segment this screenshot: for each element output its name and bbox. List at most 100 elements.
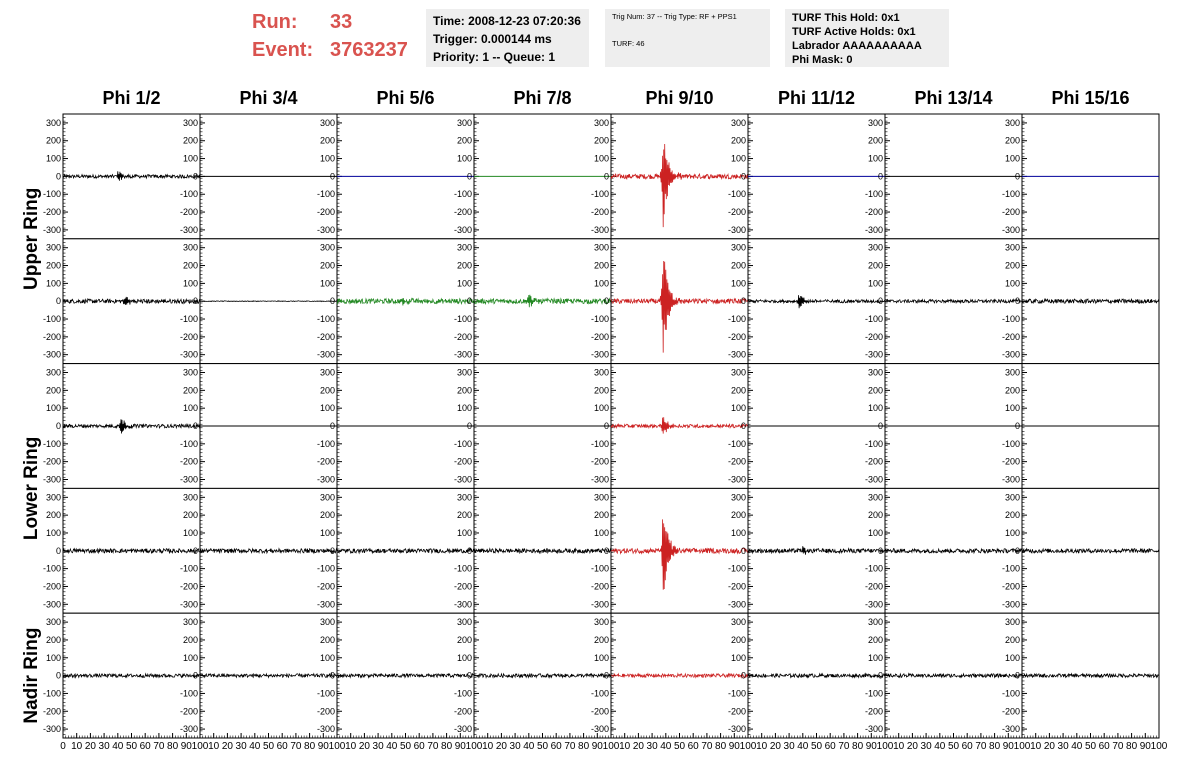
y-tick-label: 100 — [594, 403, 609, 413]
x-tick-label: 100 — [329, 741, 346, 752]
y-tick-label: 300 — [594, 368, 609, 378]
y-tick-label: -200 — [591, 207, 609, 217]
y-tick-label: -200 — [591, 581, 609, 591]
y-tick-label: 300 — [731, 368, 746, 378]
x-tick-label: 90 — [1003, 741, 1015, 752]
y-tick-label: -200 — [180, 581, 198, 591]
y-tick-label: -100 — [180, 564, 198, 574]
x-tick-label: 50 — [1085, 741, 1097, 752]
y-tick-label: 200 — [46, 261, 61, 271]
y-tick-label: 0 — [330, 296, 335, 306]
y-tick-label: -200 — [865, 457, 883, 467]
y-tick-label: 100 — [183, 278, 198, 288]
y-tick-label: 0 — [56, 296, 61, 306]
y-tick-label: 200 — [1005, 136, 1020, 146]
y-tick-label: -100 — [43, 564, 61, 574]
x-tick-label: 10 — [619, 741, 631, 752]
y-tick-label: 100 — [594, 154, 609, 164]
y-tick-label: 200 — [183, 385, 198, 395]
y-tick-label: -200 — [454, 457, 472, 467]
y-tick-label: -200 — [728, 457, 746, 467]
y-tick-label: 0 — [330, 546, 335, 556]
waveform-trace — [473, 547, 612, 555]
y-tick-label: 0 — [604, 296, 609, 306]
y-tick-label: -300 — [180, 599, 198, 609]
x-tick-label: 10 — [482, 741, 494, 752]
y-tick-label: 200 — [46, 136, 61, 146]
y-tick-label: 100 — [1005, 528, 1020, 538]
y-tick-label: 300 — [1005, 118, 1020, 128]
y-tick-label: -100 — [591, 189, 609, 199]
x-tick-label: 70 — [1112, 741, 1124, 752]
turf-this-hold-text: TURF This Hold: 0x1 — [792, 12, 900, 24]
y-tick-label: 300 — [46, 118, 61, 128]
run-value: 33 — [330, 11, 353, 33]
trigger-text: Trigger: 0.000144 ms — [433, 32, 552, 46]
y-tick-label: -100 — [43, 314, 61, 324]
y-tick-label: -100 — [454, 439, 472, 449]
y-tick-label: -200 — [454, 706, 472, 716]
y-tick-label: -300 — [591, 599, 609, 609]
x-tick-label: 40 — [523, 741, 535, 752]
y-tick-label: -100 — [1002, 439, 1020, 449]
y-tick-label: 200 — [731, 510, 746, 520]
x-tick-label: 20 — [85, 741, 97, 752]
y-tick-label: -100 — [317, 314, 335, 324]
y-tick-label: -200 — [317, 207, 335, 217]
y-tick-label: -200 — [317, 332, 335, 342]
y-tick-label: -300 — [865, 350, 883, 360]
y-tick-label: 200 — [594, 635, 609, 645]
y-tick-label: -300 — [865, 474, 883, 484]
waveform-trace — [747, 546, 886, 555]
y-tick-label: 300 — [183, 118, 198, 128]
x-tick-label: 20 — [359, 741, 371, 752]
y-tick-label: 300 — [320, 492, 335, 502]
x-tick-label: 90 — [866, 741, 878, 752]
y-tick-label: 300 — [1005, 368, 1020, 378]
y-tick-label: -300 — [728, 599, 746, 609]
row-label-nadir-ring: Nadir Ring — [21, 628, 42, 724]
run-event-header: Run: 33 Event: 3763237 — [252, 8, 408, 64]
y-tick-label: 100 — [868, 403, 883, 413]
y-tick-label: 100 — [457, 154, 472, 164]
labrador-text: Labrador AAAAAAAAAA — [792, 40, 922, 52]
y-tick-label: 200 — [457, 385, 472, 395]
y-tick-label: 0 — [467, 546, 472, 556]
x-tick-label: 70 — [153, 741, 165, 752]
y-tick-label: 0 — [1015, 171, 1020, 181]
y-tick-label: 200 — [183, 136, 198, 146]
waveform-trace — [610, 417, 749, 434]
y-tick-label: -200 — [454, 332, 472, 342]
column-label-8: Phi 15/16 — [1051, 88, 1129, 108]
waveform-trace — [62, 672, 201, 679]
y-tick-label: 100 — [46, 528, 61, 538]
row-label-upper-ring: Upper Ring — [21, 188, 42, 290]
y-tick-label: -200 — [865, 581, 883, 591]
y-tick-label: -100 — [317, 189, 335, 199]
y-tick-label: -300 — [43, 599, 61, 609]
y-tick-label: 100 — [46, 653, 61, 663]
x-tick-label: 100 — [466, 741, 483, 752]
y-tick-label: -100 — [180, 439, 198, 449]
trig-info-box: Trig Num: 37 -- Trig Type: RF + PPS1 TUR… — [605, 9, 770, 67]
y-tick-label: -100 — [1002, 688, 1020, 698]
x-tick-label: 100 — [1014, 741, 1031, 752]
x-tick-label: 20 — [633, 741, 645, 752]
y-tick-label: -200 — [180, 332, 198, 342]
y-tick-label: 300 — [46, 243, 61, 253]
y-tick-label: 300 — [731, 118, 746, 128]
y-tick-label: 300 — [183, 492, 198, 502]
x-tick-label: 70 — [975, 741, 987, 752]
y-tick-label: -200 — [43, 706, 61, 716]
y-tick-label: -100 — [43, 688, 61, 698]
y-tick-label: 100 — [183, 403, 198, 413]
y-tick-label: -300 — [454, 350, 472, 360]
y-tick-label: 0 — [741, 421, 746, 431]
x-tick-label: 90 — [455, 741, 467, 752]
x-tick-label: 60 — [1099, 741, 1111, 752]
waveform-trace — [747, 295, 886, 309]
y-tick-label: 100 — [1005, 154, 1020, 164]
y-tick-label: -300 — [43, 350, 61, 360]
y-tick-label: 0 — [878, 421, 883, 431]
waveform-trace — [1021, 672, 1160, 679]
